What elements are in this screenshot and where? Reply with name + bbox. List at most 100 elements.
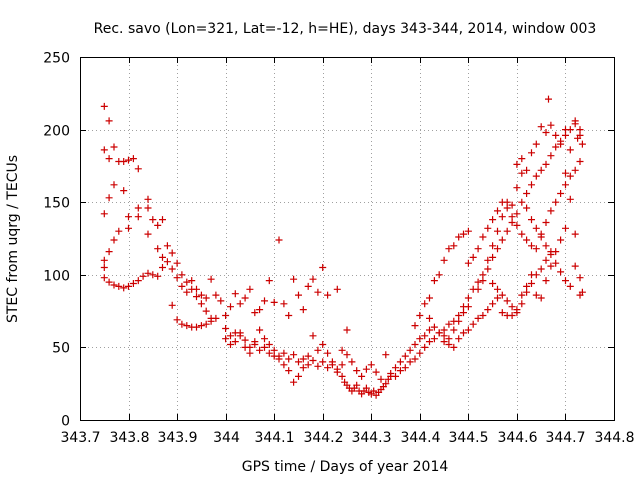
x-tick-label: 344.7 — [545, 430, 585, 446]
data-point — [348, 358, 356, 366]
data-point — [304, 282, 312, 290]
data-point — [183, 322, 191, 330]
data-point — [100, 256, 108, 264]
data-point — [275, 355, 283, 363]
data-point — [241, 343, 249, 351]
data-point — [159, 216, 166, 224]
data-point — [518, 198, 526, 206]
data-point — [450, 326, 458, 334]
data-point — [207, 317, 215, 325]
x-axis-label: GPS time / Days of year 2014 — [242, 459, 449, 475]
data-point — [110, 281, 118, 289]
data-point — [227, 332, 234, 340]
data-point — [484, 256, 492, 264]
data-point — [542, 256, 550, 264]
data-point — [547, 152, 555, 160]
data-point — [120, 158, 128, 165]
data-point — [188, 277, 196, 285]
data-point — [464, 294, 472, 302]
data-point — [105, 278, 113, 286]
data-point — [129, 155, 137, 163]
data-point — [566, 282, 574, 290]
x-tick-label: 344.5 — [448, 430, 488, 446]
data-point — [144, 195, 152, 203]
data-point — [445, 245, 453, 253]
data-point — [523, 282, 531, 290]
data-point — [285, 355, 293, 363]
data-point — [372, 368, 380, 376]
data-point — [193, 293, 200, 301]
data-point — [377, 375, 385, 383]
data-point — [562, 126, 569, 134]
data-point — [299, 364, 307, 372]
data-point — [139, 272, 147, 280]
data-point — [494, 245, 501, 253]
data-point — [168, 249, 176, 257]
data-point — [518, 291, 526, 299]
data-point — [498, 198, 506, 206]
data-point — [562, 169, 569, 177]
data-point — [197, 300, 205, 308]
data-point — [450, 343, 458, 351]
data-point — [333, 285, 341, 293]
data-point — [455, 335, 463, 343]
data-point — [144, 230, 152, 238]
data-point — [401, 364, 409, 372]
data-point — [464, 326, 472, 334]
data-point — [528, 242, 535, 250]
data-point — [183, 288, 191, 296]
data-point — [498, 291, 506, 299]
data-point — [265, 277, 273, 285]
data-point — [333, 365, 341, 373]
data-point — [513, 184, 521, 192]
x-tick-label: 344 — [213, 430, 240, 446]
data-point — [246, 285, 254, 293]
x-tick-label: 343.7 — [60, 430, 100, 446]
data-point — [280, 361, 288, 369]
data-point — [338, 361, 346, 369]
data-point — [440, 256, 448, 264]
data-point — [227, 303, 234, 311]
data-point — [426, 338, 433, 346]
data-point — [362, 365, 370, 373]
data-point — [479, 277, 487, 285]
data-point — [202, 307, 210, 315]
x-tick-label: 344.6 — [497, 430, 537, 446]
data-point — [100, 210, 108, 218]
data-point — [416, 335, 424, 343]
data-point — [464, 227, 472, 235]
data-point — [159, 264, 166, 271]
data-point — [445, 341, 453, 348]
data-point — [324, 291, 332, 299]
data-point — [416, 349, 424, 357]
data-point — [173, 316, 181, 324]
data-point — [202, 294, 210, 302]
data-point — [552, 143, 560, 151]
data-point — [149, 216, 157, 224]
data-point — [440, 338, 448, 346]
data-point — [246, 349, 254, 357]
data-point — [144, 269, 152, 277]
data-point — [173, 274, 181, 282]
data-point — [537, 166, 545, 174]
chart-title: Rec. savo (Lon=321, Lat=-12, h=HE), days… — [94, 21, 597, 37]
data-point — [547, 251, 555, 258]
data-point — [562, 277, 569, 285]
plot-frame — [80, 57, 615, 421]
data-point — [367, 361, 375, 369]
data-point — [280, 300, 288, 308]
data-point — [217, 297, 225, 305]
data-point — [105, 194, 113, 202]
data-point — [178, 271, 186, 279]
data-point — [430, 335, 438, 343]
data-point — [149, 271, 157, 279]
data-point — [498, 213, 506, 221]
data-point — [370, 387, 378, 395]
data-point — [571, 117, 579, 125]
data-point — [163, 242, 171, 250]
data-point — [105, 155, 113, 163]
data-point — [343, 326, 351, 334]
data-point — [542, 277, 550, 285]
data-point — [163, 258, 171, 266]
data-point — [523, 236, 531, 244]
